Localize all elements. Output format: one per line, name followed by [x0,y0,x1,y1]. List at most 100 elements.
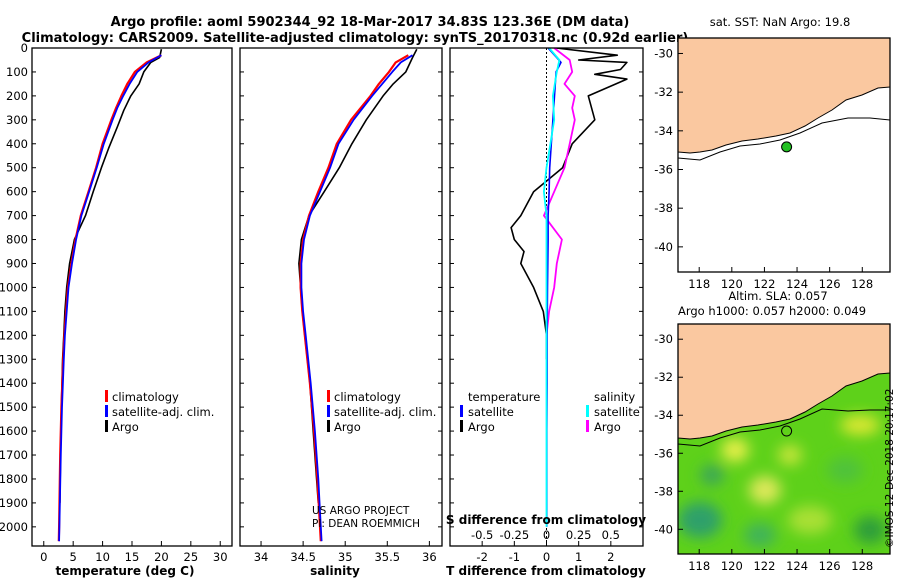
depth-tick-label: 1600 [0,424,28,438]
x-tick-label: 34 [254,550,269,564]
legend-sat-label: satellite-adj. clim. [334,405,436,419]
lat-tick-label: -34 [654,408,673,422]
legend-clim-swatch [105,390,108,402]
salinity-panel: 34 34.5 35 35.5 36 salinity climatology sate… [239,47,443,578]
legend-s-argo-swatch [586,420,589,432]
depth-tick-label: 1700 [0,448,28,462]
sst-map-title: sat. SST: NaN Argo: 19.8 [710,15,851,29]
depth-tick-label: 700 [6,209,28,223]
legend-sat-swatch [105,405,108,417]
sla-map: Altim. SLA: 0.057 Argo h1000: 0.057 h200… [654,289,891,573]
x-tick-label: 25 [184,550,199,564]
x-tick-label: 2 [607,550,614,564]
lon-tick-label: 128 [851,277,873,291]
x-tick-label: 15 [125,550,140,564]
lon-tick-label: 128 [851,559,873,573]
s-tick-label: -0.5 [471,528,493,542]
x-tick-label: 35 [338,550,353,564]
t-diff-xlabel: T difference from climatology [446,564,646,578]
salinity-frame [239,47,443,547]
imos-credit: ©IMOS 12-Dec-2018 20:17:02 [884,389,896,548]
satellite-temperature-line [58,54,162,542]
difference-panel: -2 -1 0 1 2 -0.5 -0.25 0 0.25 0.5 T difference f… [446,47,646,578]
header-line-1: Argo profile: aoml 5902344_92 18-Mar-201… [111,15,630,30]
sla-map-frame [677,323,891,555]
depth-tick-label: 0 [21,41,28,55]
temperature-panel: 0 5 10 15 20 25 30 010020030040050060070080090… [0,41,643,578]
legend-s-sat-swatch [586,405,589,417]
legend-sat-swatch [327,405,330,417]
legend-clim-label: climatology [334,390,401,404]
depth-tick-label: 2000 [0,520,28,534]
lon-tick-label: 124 [786,559,808,573]
header-line-2: Climatology: CARS2009. Satellite-adjuste… [22,31,689,46]
x-tick-label: 0 [40,550,47,564]
land-australia [678,324,890,440]
depth-tick-label: 1200 [0,328,28,342]
x-tick-label: 20 [154,550,169,564]
depth-tick-label: 1300 [0,352,28,366]
x-tick-label: 1 [575,550,582,564]
lon-tick-label: 126 [819,277,841,291]
lon-tick-label: 126 [819,559,841,573]
legend-argo-label: Argo [334,420,361,434]
depth-tick-label: 800 [6,233,28,247]
depth-tick-label: 300 [6,113,28,127]
s-diff-satellite-line [543,48,561,527]
x-tick-label: 35.5 [374,550,400,564]
x-tick-label: 0 [543,550,550,564]
x-tick-label: 34.5 [290,550,316,564]
lat-tick-label: -40 [654,522,673,536]
legend-argo-swatch [327,420,330,432]
lon-tick-label: 122 [753,277,775,291]
x-tick-label: 36 [422,550,437,564]
difference-legend: temperature satellite Argo salinity sate… [460,390,640,434]
sst-map: sat. SST: NaN Argo: 19.8 118 120 122 124 126… [654,15,891,291]
legend-s-argo-label: Argo [594,420,621,434]
depth-tick-label: 200 [6,89,28,103]
lon-tick-label: 122 [753,559,775,573]
s-tick-label: 0.5 [602,528,620,542]
depth-tick-label: 100 [6,65,28,79]
legend-temperature-title: temperature [468,390,540,404]
x-tick-label: -2 [476,550,487,564]
lat-tick-label: -30 [654,332,673,346]
s-tick-label: -0.25 [499,528,529,542]
difference-frame [449,47,644,547]
temperature-legend: climatology satellite-adj. clim. Argo [105,390,214,434]
depth-tick-label: 1400 [0,376,28,390]
legend-t-sat-swatch [460,405,463,417]
s-diff-xlabel: S difference from climatology [446,513,646,527]
lat-tick-label: -34 [654,124,673,138]
land-australia [678,38,890,154]
x-tick-label: 5 [70,550,77,564]
float-position-marker [781,141,793,153]
lat-tick-label: -38 [654,484,673,498]
isobath-contour [678,408,890,447]
temperature-xlabel: temperature (deg C) [56,564,195,578]
legend-s-sat-label: satellite [594,405,640,419]
sla-map-title: Altim. SLA: 0.057 [728,289,827,303]
sla-map-subtitle: Argo h1000: 0.057 h2000: 0.049 [678,304,866,318]
s-diff-argo-line [543,48,576,336]
lon-tick-label: 118 [688,277,710,291]
argo-temperature-line [59,49,163,503]
s-tick-label: 0.25 [566,528,592,542]
legend-salinity-title: salinity [594,390,635,404]
lat-tick-label: -32 [654,370,673,384]
x-tick-label: 30 [213,550,228,564]
depth-tick-label: 1900 [0,496,28,510]
lon-tick-label: 120 [721,277,743,291]
temperature-frame [31,47,233,547]
depth-tick-label: 600 [6,185,28,199]
sst-map-frame [677,37,891,273]
x-tick-label: -1 [509,550,520,564]
salinity-xlabel: salinity [310,564,360,578]
legend-clim-swatch [327,390,330,402]
lat-tick-label: -40 [654,240,673,254]
x-tick-label: 10 [95,550,110,564]
depth-tick-label: 1500 [0,400,28,414]
legend-t-sat-label: satellite [468,405,514,419]
lon-tick-label: 120 [721,559,743,573]
